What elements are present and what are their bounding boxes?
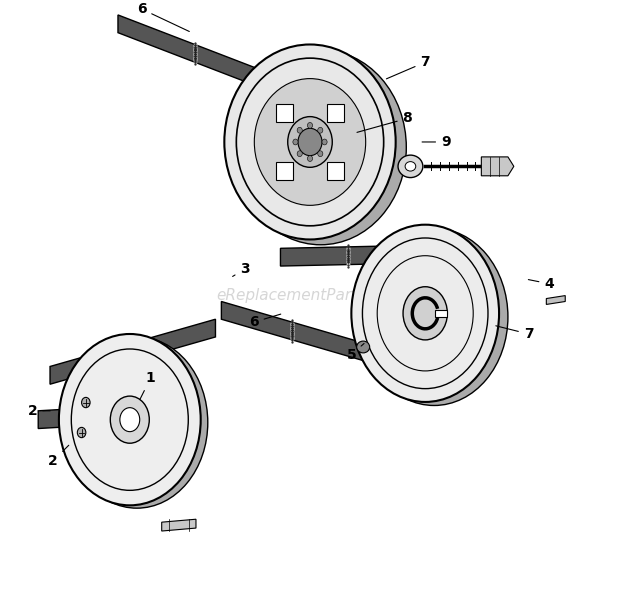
Text: 5: 5 [347, 343, 364, 362]
Ellipse shape [308, 155, 312, 161]
Polygon shape [277, 104, 293, 122]
Ellipse shape [298, 128, 322, 155]
Polygon shape [481, 157, 514, 176]
Ellipse shape [59, 334, 201, 505]
Polygon shape [280, 245, 417, 266]
Ellipse shape [360, 228, 508, 405]
Polygon shape [546, 296, 565, 304]
Ellipse shape [224, 44, 396, 239]
Polygon shape [162, 519, 196, 531]
Ellipse shape [317, 151, 323, 157]
Text: 3: 3 [232, 262, 250, 277]
Polygon shape [221, 301, 363, 361]
Text: 9: 9 [422, 135, 451, 149]
Polygon shape [277, 162, 293, 180]
Ellipse shape [352, 225, 499, 402]
Polygon shape [245, 168, 369, 222]
Ellipse shape [235, 50, 406, 245]
Polygon shape [435, 310, 448, 317]
Ellipse shape [317, 127, 323, 133]
Polygon shape [118, 15, 272, 92]
Polygon shape [327, 162, 343, 180]
Text: 1: 1 [140, 371, 156, 400]
Ellipse shape [120, 408, 140, 431]
Text: eReplacementParts.com: eReplacementParts.com [216, 288, 404, 303]
Ellipse shape [356, 341, 370, 353]
Ellipse shape [293, 139, 298, 145]
Ellipse shape [288, 116, 332, 167]
Text: 2: 2 [27, 404, 50, 418]
Ellipse shape [82, 397, 90, 408]
Text: 4: 4 [528, 277, 554, 291]
Text: 7: 7 [496, 326, 533, 341]
Text: 2: 2 [48, 445, 69, 468]
Ellipse shape [66, 337, 208, 508]
Ellipse shape [254, 79, 366, 205]
Ellipse shape [78, 427, 86, 438]
Ellipse shape [403, 287, 448, 340]
Ellipse shape [308, 122, 312, 128]
Ellipse shape [297, 127, 303, 133]
Ellipse shape [297, 151, 303, 157]
Ellipse shape [110, 396, 149, 443]
Text: 7: 7 [386, 55, 430, 79]
Ellipse shape [405, 161, 416, 171]
Polygon shape [50, 319, 216, 384]
Ellipse shape [398, 155, 423, 177]
Polygon shape [38, 402, 192, 428]
Text: 6: 6 [249, 314, 281, 329]
Polygon shape [327, 104, 343, 122]
Text: 8: 8 [357, 111, 412, 132]
Ellipse shape [322, 139, 327, 145]
Text: 6: 6 [137, 2, 189, 31]
